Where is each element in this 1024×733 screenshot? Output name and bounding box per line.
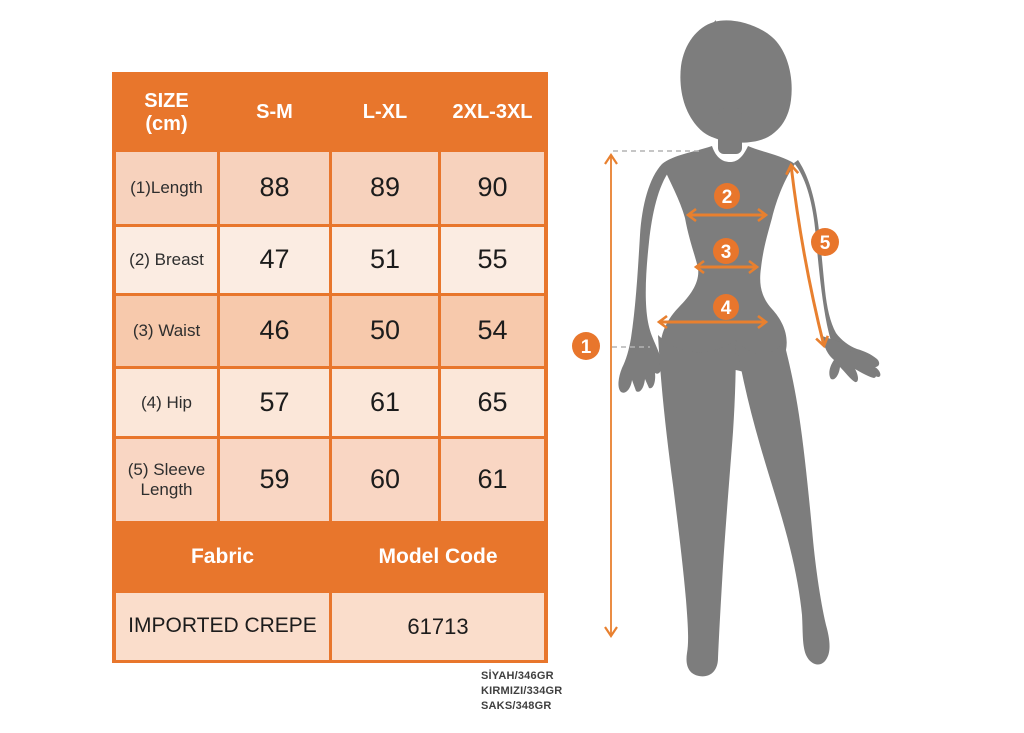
left-arm xyxy=(618,164,670,393)
female-silhouette xyxy=(618,20,881,677)
right-arm xyxy=(794,160,881,377)
header-size-sm: S-M xyxy=(220,76,329,149)
marker-2: 2 xyxy=(714,183,740,209)
row-hip-label: (4) Hip xyxy=(116,369,217,436)
hip-2xl3xl-value: 65 xyxy=(441,369,544,436)
footer-fabric-header: Fabric xyxy=(116,524,329,590)
marker-3: 3 xyxy=(713,238,739,264)
note-line-saks: SAKS/348GR xyxy=(481,700,552,712)
breast-sm-value: 47 xyxy=(220,227,329,293)
row-breast-label: (2) Breast xyxy=(116,227,217,293)
marker-4-label: 4 xyxy=(721,298,732,319)
measurement-arrow-length xyxy=(604,153,618,638)
waist-2xl3xl-value: 54 xyxy=(441,296,544,366)
header-size-lxl: L-XL xyxy=(332,76,438,149)
measurement-arrow-waist xyxy=(693,259,760,275)
measurement-arrow-breast xyxy=(685,207,769,223)
right-leg xyxy=(736,340,830,665)
marker-1-label: 1 xyxy=(581,337,592,358)
hip-sm-value: 57 xyxy=(220,369,329,436)
marker-2-label: 2 xyxy=(722,187,733,208)
note-line-black: SİYAH/346GR xyxy=(481,670,554,682)
breast-lxl-value: 51 xyxy=(332,227,438,293)
hip-lxl-value: 61 xyxy=(332,369,438,436)
header-size-2xl3xl: 2XL-3XL xyxy=(441,76,544,149)
length-sm-value: 88 xyxy=(220,152,329,224)
head-hair xyxy=(680,20,792,143)
neck xyxy=(718,108,742,154)
marker-3-label: 3 xyxy=(721,242,732,263)
marker-1: 1 xyxy=(572,332,600,360)
color-weight-notes: SİYAH/346GR KIRMIZI/334GR SAKS/348GR xyxy=(481,669,562,714)
marker-5-label: 5 xyxy=(820,233,831,254)
sleeve-sm-value: 59 xyxy=(220,439,329,521)
measurement-arrow-hip xyxy=(656,314,769,330)
left-leg xyxy=(658,335,736,677)
note-line-red: KIRMIZI/334GR xyxy=(481,685,563,697)
footer-model-code-header: Model Code xyxy=(332,524,544,590)
row-waist-label: (3) Waist xyxy=(116,296,217,366)
right-hand xyxy=(822,336,877,383)
row-sleeve-label: (5) Sleeve Length xyxy=(116,439,217,521)
marker-4: 4 xyxy=(713,294,739,320)
length-lxl-value: 89 xyxy=(332,152,438,224)
breast-2xl3xl-value: 55 xyxy=(441,227,544,293)
model-code-value: 61713 xyxy=(332,593,544,660)
waist-lxl-value: 50 xyxy=(332,296,438,366)
header-size-cm: SIZE (cm) xyxy=(116,76,217,149)
marker-5: 5 xyxy=(811,228,839,256)
row-length-label: (1)Length xyxy=(116,152,217,224)
sleeve-2xl3xl-value: 61 xyxy=(441,439,544,521)
measurement-arrow-sleeve xyxy=(785,162,830,349)
length-2xl3xl-value: 90 xyxy=(441,152,544,224)
fabric-value: IMPORTED CREPE xyxy=(116,593,329,660)
waist-sm-value: 46 xyxy=(220,296,329,366)
size-chart-table: SIZE (cm) S-M L-XL 2XL-3XL (1)Length 88 … xyxy=(112,72,548,663)
sleeve-lxl-value: 60 xyxy=(332,439,438,521)
